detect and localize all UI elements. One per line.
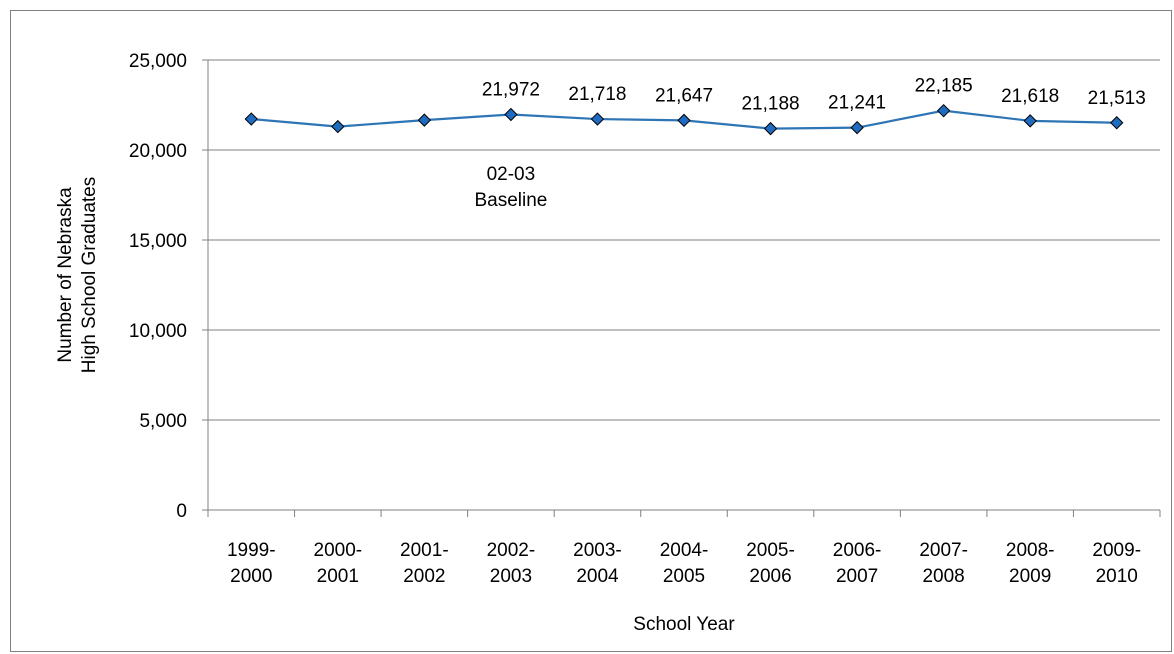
x-tick-label: 2003: [490, 566, 532, 587]
y-axis-title: High School Graduates: [79, 177, 100, 373]
y-tick-label: 0: [176, 501, 187, 522]
x-tick-label: 2004-: [660, 540, 709, 561]
data-label: 21,513: [1088, 88, 1146, 109]
y-tick-label: 5,000: [139, 411, 187, 432]
x-tick-label: 2008-: [1006, 540, 1055, 561]
x-tick-label: 2006: [749, 566, 791, 587]
data-label: 21,188: [741, 94, 799, 115]
x-tick-label: 2007-: [919, 540, 968, 561]
y-axis-title: Number of Nebraska: [55, 187, 76, 363]
x-tick-label: 2007: [836, 566, 878, 587]
x-tick-label: 2005: [663, 566, 705, 587]
x-tick-label: 2000-: [314, 540, 363, 561]
data-point-marker[interactable]: [763, 121, 778, 136]
x-tick-label: 2005-: [746, 540, 795, 561]
data-label: 21,647: [655, 85, 713, 106]
data-point-marker[interactable]: [417, 113, 432, 127]
data-label: 21,972: [482, 80, 540, 101]
y-tick-label: 20,000: [129, 141, 187, 162]
data-point-marker[interactable]: [1110, 116, 1124, 130]
data-label: 21,718: [568, 84, 626, 105]
data-label: 21,241: [828, 93, 886, 114]
baseline-annotation: Baseline: [474, 190, 547, 211]
chart-frame: [10, 10, 1172, 652]
y-tick-label: 10,000: [129, 321, 187, 342]
data-point-marker[interactable]: [331, 119, 345, 134]
data-point-marker[interactable]: [1023, 114, 1037, 128]
data-point-marker[interactable]: [850, 120, 864, 135]
baseline-annotation: 02-03: [487, 164, 536, 185]
x-tick-label: 2002-: [487, 540, 536, 561]
x-tick-label: 1999-: [227, 540, 276, 561]
x-tick-label: 2006-: [833, 540, 882, 561]
data-point-marker[interactable]: [244, 112, 258, 126]
x-tick-label: 2000: [230, 566, 272, 587]
x-tick-label: 2009-: [1092, 540, 1141, 561]
x-tick-label: 2003-: [573, 540, 622, 561]
x-tick-label: 2002: [403, 566, 445, 587]
x-tick-label: 2001-: [400, 540, 449, 561]
data-point-marker[interactable]: [504, 107, 518, 122]
data-point-marker[interactable]: [677, 113, 691, 128]
x-tick-label: 2010: [1096, 566, 1138, 587]
x-axis-title: School Year: [633, 614, 735, 635]
x-tick-label: 2008: [922, 566, 964, 587]
x-tick-label: 2001: [317, 566, 359, 587]
data-point-marker[interactable]: [936, 103, 951, 118]
y-tick-label: 25,000: [129, 51, 187, 72]
data-point-marker[interactable]: [590, 112, 605, 126]
y-tick-label: 15,000: [129, 231, 187, 252]
x-tick-label: 2004: [576, 566, 619, 587]
data-label: 22,185: [915, 76, 973, 97]
x-tick-label: 2009: [1009, 566, 1051, 587]
data-label: 21,618: [1001, 86, 1059, 107]
